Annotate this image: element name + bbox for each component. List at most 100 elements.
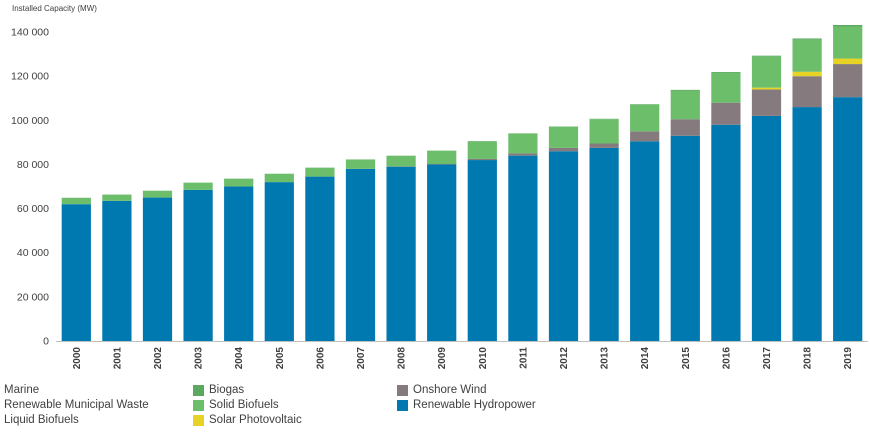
x-tick-label: 2007 [356, 347, 367, 370]
legend-label: Renewable Hydropower [413, 399, 536, 411]
bar-segment-solid-biofuels [142, 190, 173, 198]
y-tick-label: 120 000 [11, 71, 49, 83]
x-tick-label: 2009 [437, 347, 448, 370]
legend-label: Liquid Biofuels [4, 414, 79, 426]
bar-segment-renewable-hydropower [548, 151, 579, 341]
y-tick-label: 20 000 [17, 291, 49, 303]
bar-segment-solid-biofuels [345, 159, 376, 169]
bar-segment-onshore-wind [630, 131, 660, 142]
bar-segment-solid-biofuels [833, 26, 863, 59]
legend-item-marine: Marine [4, 383, 39, 397]
x-tick-label: 2018 [803, 347, 814, 370]
bar-segment-onshore-wind [467, 158, 497, 161]
bar-segment-solar-photovoltaic [833, 58, 863, 65]
bar-segment-onshore-wind [711, 102, 741, 125]
bar-segment-renewable-hydropower [264, 182, 294, 341]
bar-segment-renewable-hydropower [305, 176, 335, 341]
bar-segment-renewable-hydropower [711, 124, 741, 341]
x-tick-label: 2010 [478, 347, 489, 370]
bar-segment-renewable-hydropower [630, 141, 660, 341]
bar-segment-biogas [711, 72, 741, 73]
legend-item-renewable-municipal-waste: Renewable Municipal Waste [4, 398, 149, 412]
bar-segment-onshore-wind [833, 64, 863, 98]
bar-segment-renewable-hydropower [183, 189, 213, 341]
bar-segment-onshore-wind [792, 76, 822, 108]
legend-label: Solid Biofuels [209, 399, 279, 411]
bar-segment-biogas [630, 104, 660, 105]
bar-segment-solid-biofuels [711, 72, 741, 103]
bar-segment-renewable-hydropower [792, 107, 822, 341]
legend-label: Biogas [209, 384, 245, 396]
bar-segment-solar-photovoltaic [751, 87, 782, 90]
bar-segment-biogas [751, 55, 782, 57]
bar-segment-solid-biofuels [183, 182, 213, 190]
bar-segment-solid-biofuels [427, 150, 457, 165]
x-tick-label: 2004 [234, 347, 245, 370]
bar-segment-solid-biofuels [508, 133, 538, 154]
bar-segment-renewable-hydropower [427, 164, 457, 341]
x-tick-label: 2013 [600, 347, 611, 370]
bar-segment-renewable-hydropower [102, 200, 132, 341]
legend: Marine Renewable Municipal Waste Liquid … [0, 383, 870, 437]
x-tick-label: 2006 [315, 347, 326, 370]
x-tick-label: 2016 [721, 347, 732, 370]
bar-segment-onshore-wind [589, 143, 619, 148]
bar-segment-solid-biofuels [386, 155, 416, 167]
bar-segment-solar-photovoltaic [792, 71, 822, 77]
legend-swatch [193, 414, 204, 426]
bar-segment-renewable-hydropower [589, 147, 619, 341]
stacked-bar-chart: 0 20 000 40 000 60 000 80 000 100 000 120 000 1… [11, 25, 868, 370]
bar-segment-solid-biofuels [589, 119, 619, 144]
x-tick-label: 2019 [843, 347, 854, 370]
x-tick-label: 2003 [194, 347, 205, 370]
legend-item-solar-photovoltaic: Solar Photovoltaic [193, 413, 302, 427]
legend-label: Onshore Wind [413, 384, 487, 396]
bar-segment-solid-biofuels [548, 126, 579, 148]
legend-swatch [397, 384, 408, 396]
x-tick-label: 2002 [153, 347, 164, 370]
bar-segment-onshore-wind [751, 89, 782, 116]
bar-segment-solid-biofuels [467, 141, 497, 159]
bar-segment-solid-biofuels [792, 39, 822, 72]
bar-segment-solid-biofuels [61, 198, 91, 205]
y-tick-label: 100 000 [11, 115, 49, 127]
x-tick-label: 2017 [762, 347, 773, 370]
x-tick-label: 2001 [112, 347, 123, 370]
bar-segment-renewable-hydropower [224, 186, 254, 341]
legend-swatch [193, 399, 204, 411]
bar-segment-solid-biofuels [224, 178, 254, 187]
legend-item-solid-biofuels: Solid Biofuels [193, 398, 279, 412]
x-tick-label: 2014 [640, 347, 651, 370]
bar-segment-biogas [833, 25, 863, 27]
bar-segment-renewable-hydropower [467, 160, 497, 341]
x-tick-label: 2012 [559, 347, 570, 370]
bar-segment-renewable-hydropower [670, 135, 700, 341]
bar-segment-renewable-hydropower [386, 166, 416, 341]
x-tick-label: 2000 [72, 347, 83, 370]
y-tick-label: 40 000 [17, 247, 49, 259]
legend-item-biogas: Biogas [193, 383, 244, 397]
legend-item-renewable-hydropower: Renewable Hydropower [397, 398, 536, 412]
bar-segment-onshore-wind [508, 153, 538, 156]
bar-segment-renewable-hydropower [833, 97, 863, 341]
bar-segment-solid-biofuels [305, 167, 335, 177]
bar-segment-biogas [792, 38, 822, 40]
legend-swatch [193, 384, 204, 396]
legend-item-liquid-biofuels: Liquid Biofuels [4, 413, 79, 427]
bar-segment-renewable-hydropower [751, 115, 782, 341]
legend-swatch [397, 399, 408, 411]
bar-segment-renewable-hydropower [61, 204, 91, 341]
bar-segment-solid-biofuels [102, 194, 132, 201]
y-tick-label: 80 000 [17, 159, 49, 171]
y-tick-label: 140 000 [11, 27, 49, 39]
bar-segment-solid-biofuels [264, 173, 294, 183]
legend-label: Solar Photovoltaic [209, 414, 302, 426]
bar-segment-renewable-hydropower [508, 155, 538, 341]
x-tick-label: 2008 [397, 347, 408, 370]
bar-segment-biogas [670, 89, 700, 91]
y-tick-label: 60 000 [17, 203, 49, 215]
y-axis-label: Installed Capacity (MW) [12, 4, 97, 13]
bar-segment-renewable-hydropower [345, 168, 376, 341]
legend-label: Marine [4, 384, 40, 396]
y-tick-label: 0 [43, 336, 49, 348]
